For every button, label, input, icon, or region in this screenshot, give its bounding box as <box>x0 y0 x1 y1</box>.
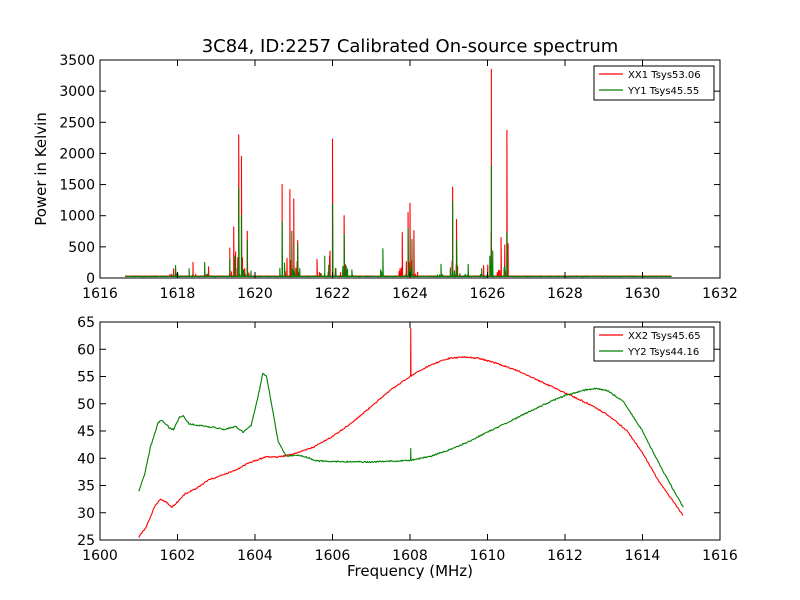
top-x-tick-label: 1622 <box>315 286 351 302</box>
top-y-tick-label: 3500 <box>59 53 95 69</box>
bottom-x-tick-label: 1610 <box>470 548 506 564</box>
bottom-plot: 1600 1602 1604 1606 1608 1610 1612 1614 1616 25 30… <box>77 315 738 580</box>
bottom-y-tick-label: 40 <box>77 451 95 467</box>
bottom-series-layer <box>138 327 684 538</box>
bottom-y-tick-label: 60 <box>77 342 95 358</box>
top-series-layer <box>124 68 672 278</box>
top-y-tick-label: 1500 <box>59 178 95 194</box>
top-y-tick-label: 2500 <box>59 115 95 131</box>
top-y-axis-label: Power in Kelvin <box>32 112 50 226</box>
top-y-tick-label: 0 <box>86 271 95 287</box>
bottom-x-tick-label: 1600 <box>82 548 118 564</box>
top-x-tick-label: 1630 <box>625 286 661 302</box>
top-y-tick-label: 2000 <box>59 146 95 162</box>
top-x-tick-label: 1624 <box>392 286 428 302</box>
bottom-legend-label-yy2: YY2 Tsys44.16 <box>627 347 699 358</box>
top-x-tick-label: 1620 <box>237 286 273 302</box>
top-x-tick-label: 1628 <box>547 286 583 302</box>
bottom-x-tick-label: 1608 <box>392 548 428 564</box>
top-plot: 1616 1618 1620 1622 1624 1626 1628 1630 1632 0 500… <box>32 53 738 302</box>
top-y-tick-label: 500 <box>68 240 95 256</box>
top-x-tick-label: 1626 <box>470 286 506 302</box>
bottom-y-tick-label: 30 <box>77 506 95 522</box>
chart-title: 3C84, ID:2257 Calibrated On-source spect… <box>202 36 619 57</box>
top-legend-label-yy1: YY1 Tsys45.55 <box>627 86 699 97</box>
bottom-x-tick-label: 1616 <box>702 548 738 564</box>
top-tick-layer: 1616 1618 1620 1622 1624 1626 1628 1630 1632 0 500… <box>59 53 737 302</box>
bottom-tick-layer: 1600 1602 1604 1606 1608 1610 1612 1614 1616 25 30… <box>77 315 738 564</box>
top-legend: XX1 Tsys53.06 YY1 Tsys45.55 <box>593 65 715 101</box>
bottom-legend-label-xx2: XX2 Tsys45.65 <box>628 331 701 342</box>
bottom-y-tick-label: 55 <box>77 370 95 386</box>
bottom-x-tick-label: 1614 <box>625 548 661 564</box>
top-x-tick-label: 1618 <box>160 286 196 302</box>
top-y-tick-label: 1000 <box>59 209 95 225</box>
bottom-x-tick-label: 1602 <box>160 548 196 564</box>
bottom-y-tick-label: 50 <box>77 397 95 413</box>
top-x-tick-label: 1616 <box>82 286 118 302</box>
bottom-y-tick-label: 25 <box>77 533 95 549</box>
top-legend-box <box>593 65 715 101</box>
bottom-series-xx2-line <box>138 327 684 538</box>
top-series-yy1-line <box>125 165 672 278</box>
bottom-x-tick-label: 1604 <box>237 548 273 564</box>
bottom-y-tick-label: 65 <box>77 315 95 331</box>
top-legend-label-xx1: XX1 Tsys53.06 <box>628 70 701 81</box>
bottom-x-tick-label: 1612 <box>547 548 583 564</box>
top-y-tick-label: 3000 <box>59 84 95 100</box>
bottom-y-tick-label: 45 <box>77 424 95 440</box>
bottom-legend: XX2 Tsys45.65 YY2 Tsys44.16 <box>593 326 715 362</box>
bottom-x-tick-label: 1606 <box>315 548 351 564</box>
bottom-series-yy2-line <box>138 372 684 508</box>
bottom-legend-box <box>593 326 715 362</box>
bottom-y-tick-label: 35 <box>77 479 95 495</box>
bottom-x-axis-label: Frequency (MHz) <box>347 562 473 580</box>
top-x-tick-label: 1632 <box>702 286 738 302</box>
